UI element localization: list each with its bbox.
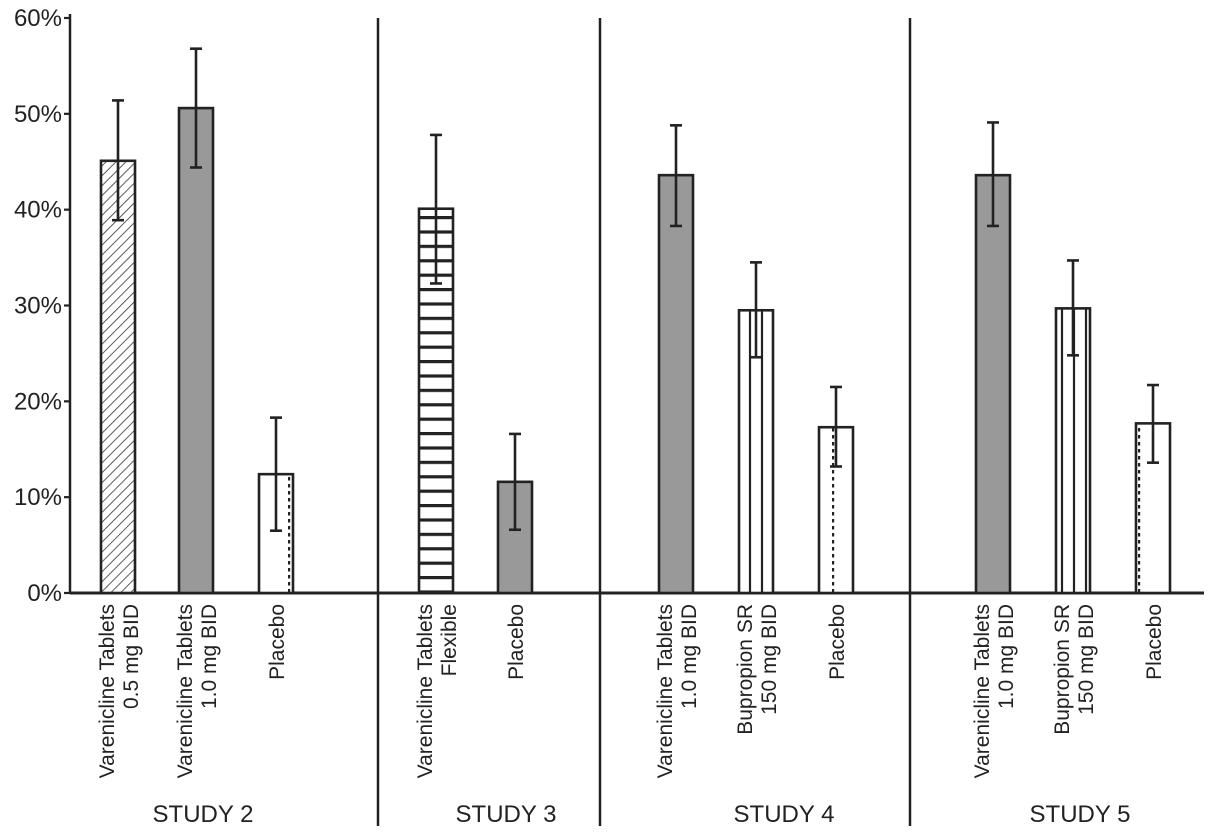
bar-category-label: Placebo <box>1143 604 1166 680</box>
study-label: STUDY 5 <box>1030 801 1131 828</box>
bar-category-label: Placebo <box>266 604 289 680</box>
y-tick-label: 40% <box>14 197 62 224</box>
study-label: STUDY 2 <box>153 801 254 828</box>
y-tick-label: 30% <box>14 293 62 320</box>
bars <box>99 47 1172 595</box>
study-label: STUDY 3 <box>456 801 557 828</box>
bar-category-label: 1.0 mg BID <box>678 604 701 709</box>
y-tick-label: 50% <box>14 101 62 128</box>
bar-category-label: Placebo <box>826 604 849 680</box>
bar-category-label: 1.0 mg BID <box>995 604 1018 709</box>
y-tick-label: 60% <box>14 5 62 32</box>
bar-category-label: Placebo <box>505 604 528 680</box>
bar-category-label: Bupropion SR <box>1051 604 1074 735</box>
bar <box>99 159 137 595</box>
study-label: STUDY 4 <box>734 801 835 828</box>
bar-category-label: Bupropion SR <box>734 604 757 735</box>
labels: Varenicline Tablets 0.5 mg BID Varenicline… <box>96 604 1166 828</box>
bar <box>974 173 1012 595</box>
bar <box>657 173 695 595</box>
bar-category-label: 150 mg BID <box>758 604 781 715</box>
bar-category-label: 1.0 mg BID <box>198 604 221 709</box>
y-tick-label: 10% <box>14 484 62 511</box>
bar-category-label: Varenicline Tablets <box>654 604 677 778</box>
bar-category-label: 0.5 mg BID <box>120 604 143 709</box>
bar-category-label: Varenicline Tablets <box>414 604 437 778</box>
bar <box>177 106 215 595</box>
y-tick-label: 20% <box>14 388 62 415</box>
bar-category-label: 150 mg BID <box>1075 604 1098 715</box>
bar-category-label: Varenicline Tablets <box>96 604 119 778</box>
y-tick-label: 0% <box>27 580 62 607</box>
bar-category-label: Varenicline Tablets <box>174 604 197 778</box>
bar-category-label: Flexible <box>438 604 461 676</box>
bar-category-label: Varenicline Tablets <box>971 604 994 778</box>
